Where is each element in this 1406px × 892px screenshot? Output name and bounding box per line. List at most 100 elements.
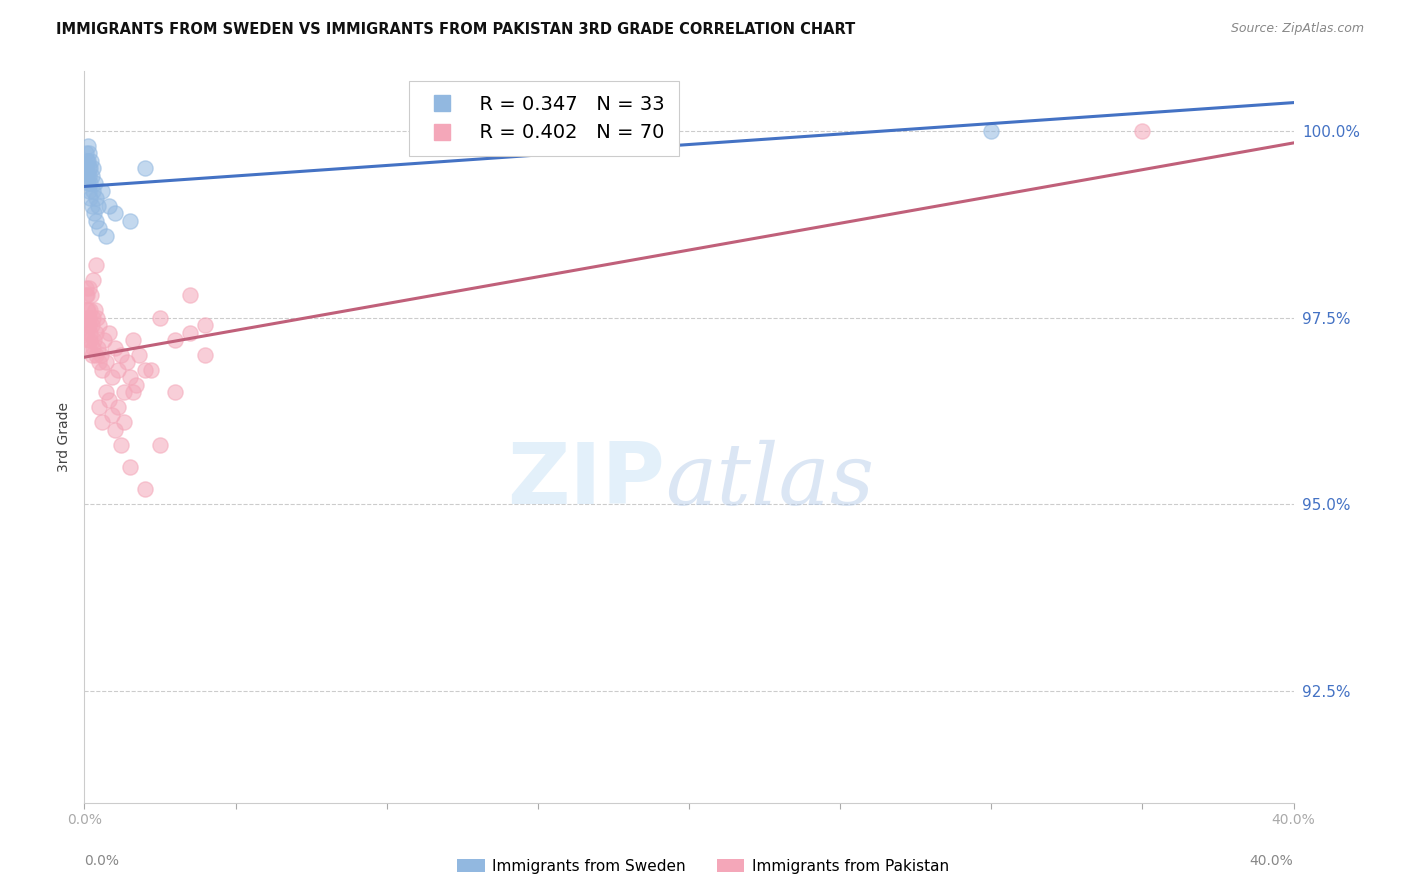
Point: [97, 199, 120, 213]
Text: 0.0%: 0.0%: [84, 854, 120, 868]
Point: [79, 177, 101, 191]
Point: [79, 184, 101, 198]
Point: [79, 310, 101, 325]
Point: [104, 423, 127, 437]
Point: [134, 161, 156, 176]
Point: [107, 363, 129, 377]
Point: [80, 199, 103, 213]
Point: [76, 169, 98, 183]
Point: [82, 341, 104, 355]
Point: [80, 318, 103, 332]
Point: [76, 310, 98, 325]
Point: [90, 348, 112, 362]
Point: [76, 161, 98, 176]
Point: [107, 401, 129, 415]
Point: [1132, 124, 1154, 138]
Point: [77, 161, 100, 176]
Point: [86, 310, 108, 325]
Point: [84, 303, 107, 318]
Point: [97, 392, 120, 407]
Point: [86, 326, 108, 340]
Point: [100, 370, 122, 384]
Point: [82, 184, 104, 198]
Point: [121, 385, 143, 400]
Point: [194, 318, 217, 332]
Point: [112, 385, 135, 400]
Point: [82, 273, 104, 287]
Point: [79, 326, 101, 340]
Point: [86, 259, 108, 273]
Point: [77, 177, 100, 191]
Point: [83, 206, 105, 220]
Point: [94, 385, 117, 400]
Text: atlas: atlas: [665, 440, 875, 523]
Point: [179, 326, 201, 340]
Point: [79, 191, 101, 205]
Point: [89, 318, 111, 332]
Point: [82, 161, 104, 176]
Point: [77, 303, 100, 318]
Point: [87, 355, 110, 369]
Point: [118, 459, 141, 474]
Point: [80, 153, 103, 168]
Point: [80, 169, 103, 183]
Text: IMMIGRANTS FROM SWEDEN VS IMMIGRANTS FROM PAKISTAN 3RD GRADE CORRELATION CHART: IMMIGRANTS FROM SWEDEN VS IMMIGRANTS FRO…: [56, 22, 855, 37]
Point: [77, 333, 100, 347]
Point: [91, 363, 114, 377]
Text: 40.0%: 40.0%: [1250, 854, 1294, 868]
Point: [496, 124, 519, 138]
Point: [194, 348, 217, 362]
Point: [980, 124, 1002, 138]
Point: [134, 363, 156, 377]
Point: [77, 169, 100, 183]
Point: [76, 303, 98, 318]
Point: [125, 377, 148, 392]
Text: ZIP: ZIP: [508, 440, 665, 523]
Point: [94, 355, 117, 369]
Point: [165, 333, 187, 347]
Point: [93, 333, 115, 347]
Point: [76, 139, 98, 153]
Legend:   R = 0.347   N = 33,   R = 0.402   N = 70: R = 0.347 N = 33, R = 0.402 N = 70: [409, 81, 679, 156]
Point: [89, 221, 111, 235]
Point: [110, 437, 132, 451]
Point: [112, 415, 135, 429]
Point: [118, 370, 141, 384]
Point: [75, 146, 97, 161]
Point: [77, 153, 100, 168]
Point: [80, 288, 103, 302]
Point: [110, 348, 132, 362]
Point: [84, 177, 107, 191]
Point: [80, 348, 103, 362]
Point: [77, 318, 100, 332]
Point: [76, 288, 98, 302]
Point: [179, 288, 201, 302]
Point: [115, 355, 138, 369]
Point: [87, 199, 110, 213]
Text: Source: ZipAtlas.com: Source: ZipAtlas.com: [1230, 22, 1364, 36]
Point: [79, 333, 101, 347]
Point: [79, 303, 101, 318]
Point: [118, 213, 141, 227]
Point: [75, 288, 97, 302]
Point: [91, 184, 114, 198]
Point: [149, 437, 172, 451]
Legend: Immigrants from Sweden, Immigrants from Pakistan: Immigrants from Sweden, Immigrants from …: [451, 853, 955, 880]
Point: [121, 333, 143, 347]
Point: [75, 281, 97, 295]
Point: [134, 483, 156, 497]
Point: [79, 161, 101, 176]
Point: [77, 281, 100, 295]
Point: [104, 206, 127, 220]
Point: [83, 333, 105, 347]
Y-axis label: 3rd Grade: 3rd Grade: [58, 402, 72, 472]
Point: [82, 310, 104, 325]
Point: [94, 228, 117, 243]
Point: [100, 408, 122, 422]
Point: [75, 310, 97, 325]
Point: [76, 153, 98, 168]
Point: [76, 318, 98, 332]
Point: [91, 415, 114, 429]
Point: [139, 363, 162, 377]
Point: [87, 341, 110, 355]
